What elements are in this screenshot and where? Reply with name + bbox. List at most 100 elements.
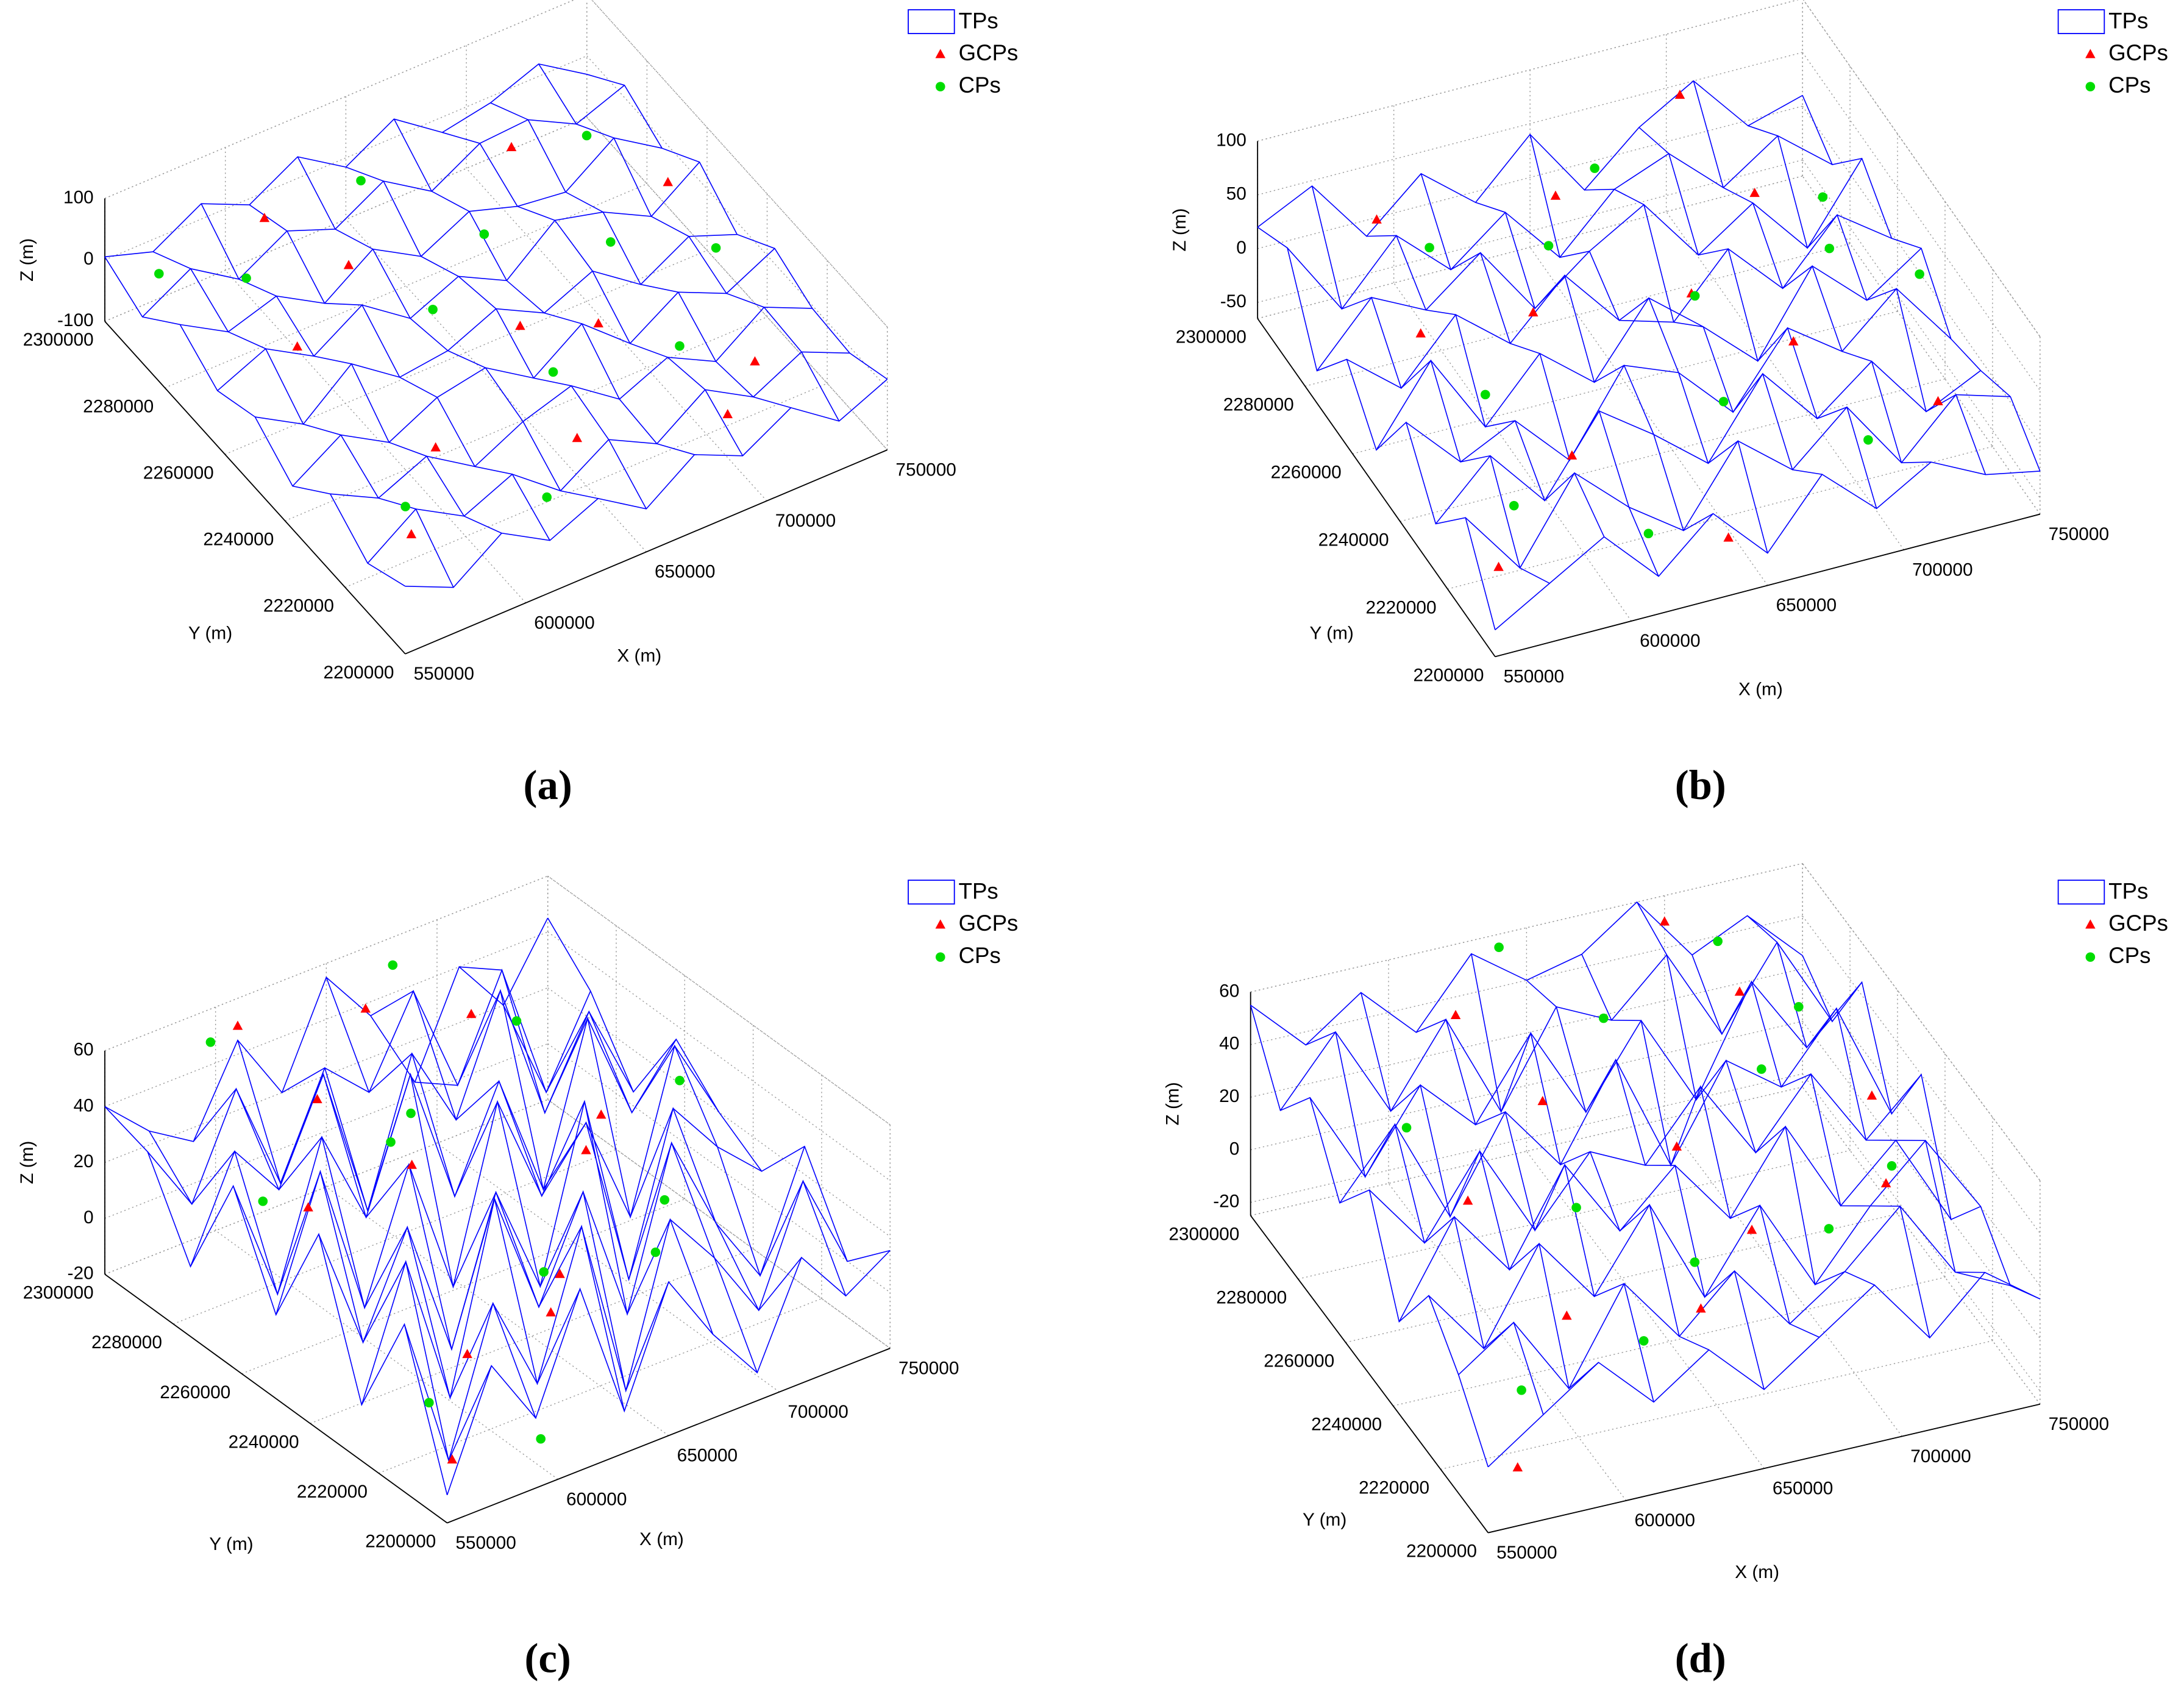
y-axis — [1250, 1215, 1489, 1534]
y-tick-label: 2280000 — [1223, 395, 1294, 415]
grid-line — [586, 117, 888, 450]
cp-marker — [711, 243, 721, 253]
z-tick-label: -20 — [68, 1263, 94, 1283]
z-tick-label: 100 — [63, 187, 94, 207]
legend-label: CPs — [959, 943, 1001, 968]
y-tick-label: 2240000 — [1311, 1415, 1382, 1435]
cp-marker — [424, 1398, 434, 1408]
mesh-row — [404, 1179, 848, 1462]
grid-line — [1304, 243, 1851, 387]
mesh-row — [255, 233, 738, 425]
grid-line — [547, 1043, 891, 1293]
cp-marker — [205, 1037, 216, 1047]
grid-line — [1352, 311, 1898, 455]
z-axis-label: Z (m) — [17, 238, 37, 282]
z-tick-label: 0 — [84, 1207, 94, 1228]
gcp-marker — [572, 433, 583, 443]
mesh-column — [346, 166, 647, 510]
legend-label: GCPs — [2108, 40, 2168, 65]
grid-line — [325, 1186, 669, 1436]
x-tick-label: 550000 — [414, 664, 474, 684]
cp-marker — [650, 1247, 661, 1257]
gcp-marker — [1723, 532, 1734, 542]
y-tick-label: 2260000 — [1264, 1351, 1334, 1371]
cp-marker — [582, 130, 592, 141]
gcp-marker — [259, 213, 270, 222]
mesh-column — [414, 989, 758, 1373]
gcp-marker — [1512, 1462, 1523, 1472]
grid-line — [285, 316, 767, 522]
mesh-row — [1495, 461, 2040, 630]
gcp-marker — [407, 1159, 417, 1169]
y-tick-label: 2220000 — [263, 596, 334, 616]
cp-marker — [1480, 389, 1490, 400]
cp-marker — [1643, 528, 1654, 539]
x-axis — [1495, 513, 2041, 658]
panel-label: (a) — [524, 762, 572, 808]
y-axis-label: Y (m) — [1303, 1510, 1346, 1530]
mesh-column — [547, 917, 891, 1262]
x-tick-label: 750000 — [2049, 524, 2109, 544]
gcp-marker — [1562, 1310, 1572, 1320]
gcp-marker — [1734, 986, 1745, 996]
cp-marker — [1571, 1203, 1581, 1213]
mesh-column — [503, 1004, 847, 1296]
legend-label: CPs — [959, 73, 1001, 98]
gcp-marker — [303, 1202, 313, 1212]
grid-line — [1393, 282, 1632, 622]
mesh-row — [367, 351, 850, 564]
x-tick-label: 750000 — [2049, 1414, 2109, 1434]
z-axis-label: Z (m) — [17, 1141, 37, 1184]
y-axis-label: Y (m) — [188, 624, 232, 644]
mesh-column — [1471, 953, 1709, 1351]
grid-line — [345, 219, 647, 552]
cp-marker — [479, 229, 489, 239]
mesh-row — [104, 63, 587, 258]
y-tick-label: 2240000 — [1318, 530, 1389, 550]
grid-line — [215, 1230, 558, 1480]
grid-line — [1802, 1021, 2041, 1339]
mesh-column — [193, 1087, 536, 1418]
x-tick-label: 600000 — [566, 1489, 627, 1509]
cp-marker — [1887, 1161, 1897, 1171]
grid-line — [591, 0, 888, 327]
y-axis — [104, 321, 406, 655]
mesh-column — [1420, 173, 1659, 577]
x-axis-label: X (m) — [1735, 1562, 1779, 1582]
gcp-marker — [292, 341, 302, 351]
cp-marker — [258, 1196, 268, 1206]
cp-marker — [1818, 192, 1828, 202]
cp-marker — [606, 237, 616, 247]
mesh-column — [490, 102, 791, 408]
cp-marker — [1915, 269, 1924, 279]
grid-line — [1802, 1087, 2041, 1405]
panel-label: (d) — [1675, 1635, 1726, 1682]
mesh-column — [1581, 954, 1819, 1338]
gcp-marker — [1371, 214, 1382, 224]
mesh-row — [1368, 1073, 1922, 1244]
legend-label: TPs — [2108, 878, 2148, 903]
x-tick-label: 550000 — [1496, 1543, 1557, 1563]
y-tick-label: 2300000 — [23, 330, 94, 350]
box-edge — [1802, 0, 2041, 337]
mesh-column — [148, 1131, 492, 1462]
mesh-column — [1638, 127, 1877, 509]
grid-line — [1802, 1073, 2041, 1392]
cp-marker — [548, 367, 558, 377]
grid-line — [1257, 159, 1803, 303]
grid-line — [1666, 211, 1904, 550]
gcp-marker — [1933, 396, 1943, 405]
mesh-column — [1257, 227, 1496, 630]
y-tick-label: 2280000 — [91, 1332, 162, 1353]
legend-swatch — [908, 880, 955, 905]
z-tick-label: 100 — [1216, 130, 1247, 150]
mesh-column — [325, 977, 669, 1393]
x-tick-label: 700000 — [1912, 560, 1972, 580]
cp-marker — [1824, 1224, 1834, 1234]
mesh-row — [405, 379, 888, 588]
gcp-marker — [1528, 307, 1538, 317]
x-axis-label: X (m) — [617, 645, 661, 666]
mesh-column — [1747, 915, 1985, 1273]
grid-line — [1802, 52, 2041, 391]
